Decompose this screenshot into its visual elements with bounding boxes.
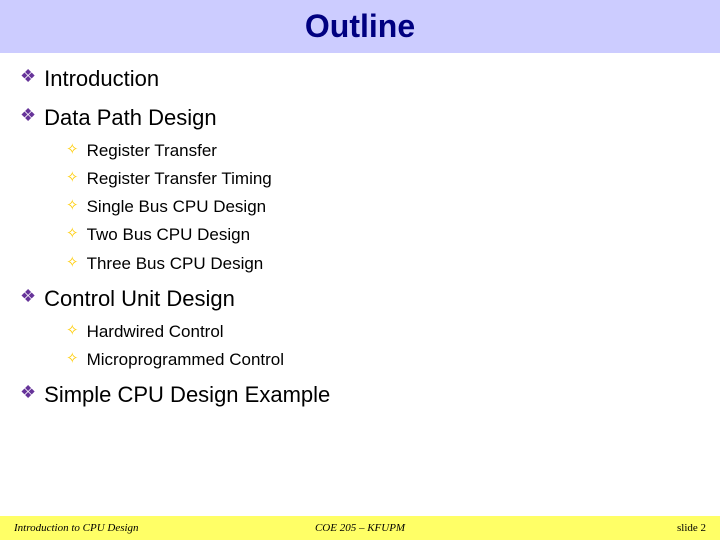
list-item: ✧ Three Bus CPU Design <box>66 253 700 275</box>
bullet-lvl1-icon: ❖ <box>20 285 36 308</box>
title-bar: Outline <box>0 0 720 53</box>
bullet-lvl1-icon: ❖ <box>20 104 36 127</box>
item-text: Single Bus CPU Design <box>87 196 267 218</box>
list-item: ❖ Control Unit Design <box>20 285 700 314</box>
list-item: ❖ Data Path Design <box>20 104 700 133</box>
list-item: ✧ Two Bus CPU Design <box>66 224 700 246</box>
bullet-lvl2-icon: ✧ <box>66 140 79 160</box>
bullet-lvl2-icon: ✧ <box>66 253 79 273</box>
item-text: Introduction <box>44 65 159 94</box>
item-text: Register Transfer Timing <box>87 168 272 190</box>
bullet-lvl1-icon: ❖ <box>20 381 36 404</box>
item-text: Hardwired Control <box>87 321 224 343</box>
item-text: Register Transfer <box>87 140 217 162</box>
footer-right: slide 2 <box>475 522 706 534</box>
bullet-lvl2-icon: ✧ <box>66 349 79 369</box>
item-text: Data Path Design <box>44 104 216 133</box>
bullet-lvl2-icon: ✧ <box>66 224 79 244</box>
footer-center: COE 205 – KFUPM <box>245 522 476 534</box>
bullet-lvl2-icon: ✧ <box>66 196 79 216</box>
bullet-lvl2-icon: ✧ <box>66 321 79 341</box>
list-item: ✧ Hardwired Control <box>66 321 700 343</box>
bullet-lvl2-icon: ✧ <box>66 168 79 188</box>
list-item: ❖ Introduction <box>20 65 700 94</box>
list-item: ✧ Register Transfer Timing <box>66 168 700 190</box>
item-text: Three Bus CPU Design <box>87 253 264 275</box>
bullet-lvl1-icon: ❖ <box>20 65 36 88</box>
slide-footer: Introduction to CPU Design COE 205 – KFU… <box>0 516 720 540</box>
item-text: Microprogrammed Control <box>87 349 284 371</box>
item-text: Two Bus CPU Design <box>87 224 250 246</box>
outline-content: ❖ Introduction ❖ Data Path Design ✧ Regi… <box>0 65 720 410</box>
item-text: Control Unit Design <box>44 285 235 314</box>
item-text: Simple CPU Design Example <box>44 381 330 410</box>
footer-left: Introduction to CPU Design <box>14 522 245 534</box>
list-item: ✧ Single Bus CPU Design <box>66 196 700 218</box>
list-item: ✧ Microprogrammed Control <box>66 349 700 371</box>
list-item: ❖ Simple CPU Design Example <box>20 381 700 410</box>
list-item: ✧ Register Transfer <box>66 140 700 162</box>
slide-title: Outline <box>305 8 415 44</box>
